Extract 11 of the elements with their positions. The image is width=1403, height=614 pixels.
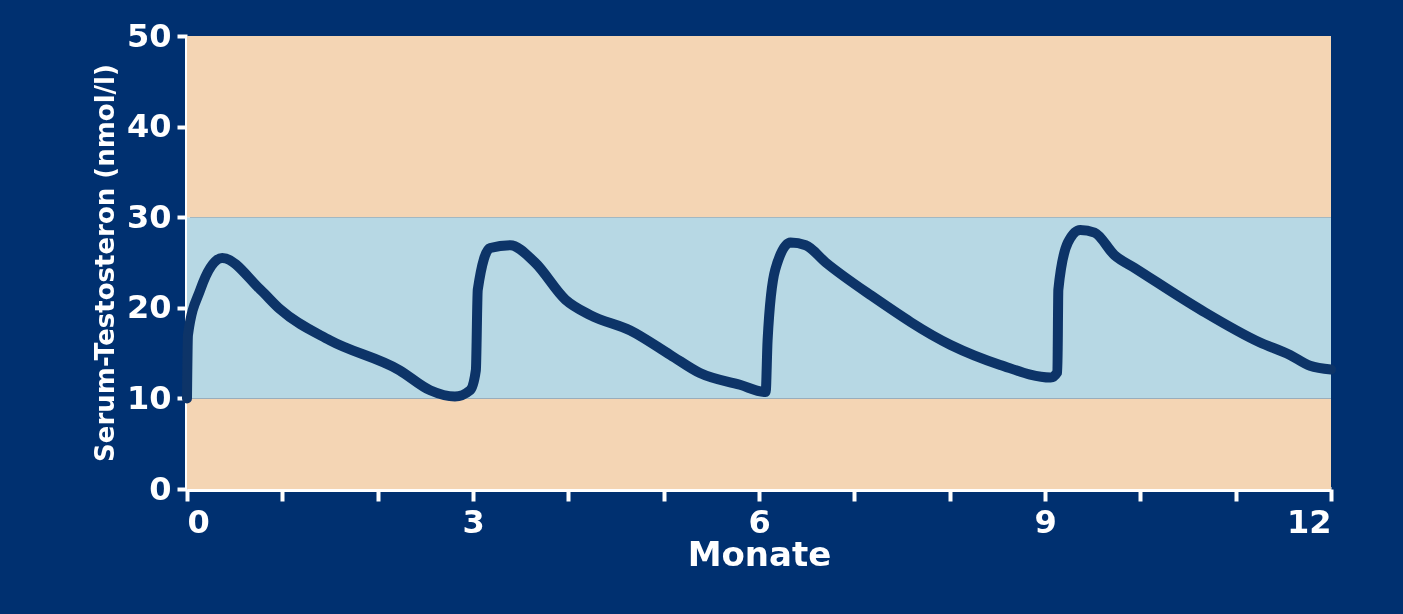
y-axis-title: Serum-Testosteron (nmol/l) [89,64,120,462]
x-tick-label: 12 [1286,502,1332,541]
y-tick-label: 50 [126,16,172,55]
y-tick-label: 30 [126,197,172,236]
x-tick-label: 9 [1034,502,1057,541]
x-tick-label: 3 [462,502,485,541]
y-tick-label: 0 [149,469,172,508]
y-tick-label: 20 [126,288,172,327]
x-tick-label: 0 [187,502,210,541]
y-tick-label: 10 [126,378,172,417]
y-tick-label: 40 [126,107,172,146]
